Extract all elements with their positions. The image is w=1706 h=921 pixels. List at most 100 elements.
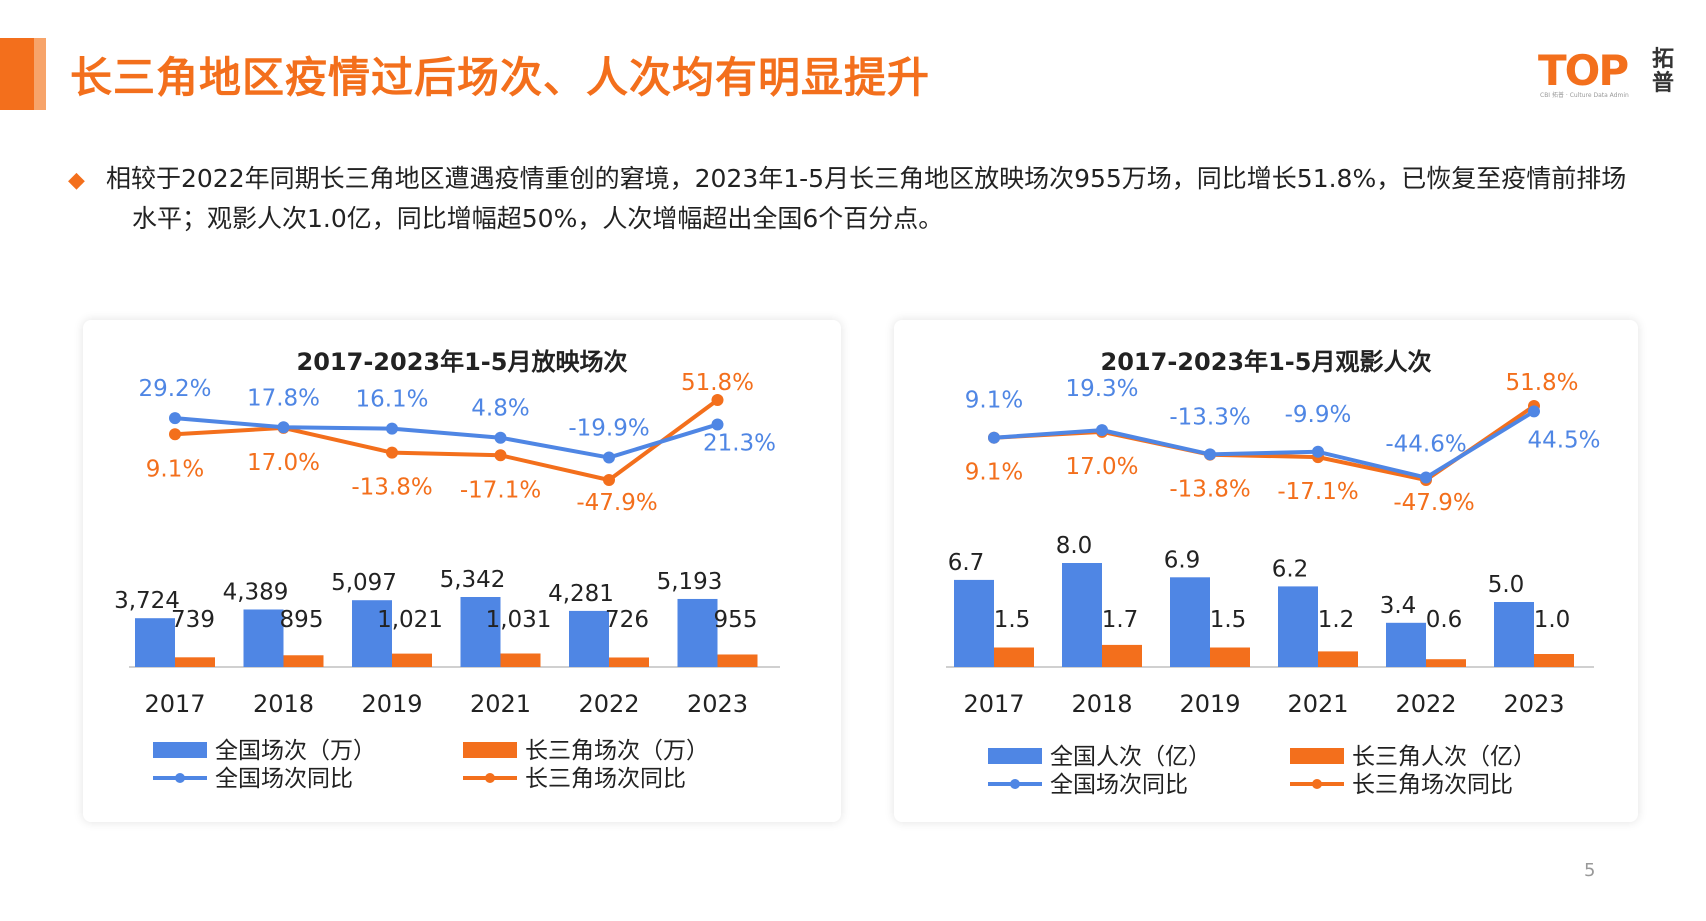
- label-national-yoy-2017: 9.1%: [965, 388, 1023, 414]
- bar-label-yrd-2021: 1.2: [1318, 607, 1355, 633]
- label-yrd-yoy-2018: 17.0%: [247, 450, 320, 476]
- bar-label-yrd-2023: 1.0: [1534, 607, 1571, 633]
- legend-label-1: 长三角人次（亿）: [1352, 744, 1536, 770]
- bar-national-2018: [243, 609, 284, 667]
- label-yrd-yoy-2019: -13.8%: [351, 475, 432, 501]
- bar-label-national-2022: 4,281: [548, 581, 614, 607]
- point-national-yoy-2019: [386, 422, 398, 435]
- legend-label-0: 全国人次（亿）: [1050, 744, 1211, 770]
- bar-national-2017: [135, 618, 175, 667]
- x-tick-label-2019: 2019: [1179, 690, 1240, 718]
- bar-yrd-2018: [1102, 644, 1142, 667]
- bar-label-yrd-2018: 1.7: [1102, 607, 1139, 633]
- point-national-yoy-2021: [1312, 445, 1324, 458]
- bar-label-national-2022: 3.4: [1380, 593, 1417, 619]
- legend-marker-2: [175, 773, 185, 783]
- legend-swatch-0: [153, 742, 207, 758]
- bar-label-national-2019: 5,097: [331, 570, 397, 596]
- legend-label-0: 全国场次（万）: [215, 738, 376, 764]
- bar-label-yrd-2019: 1.5: [1210, 607, 1247, 633]
- x-tick-label-2018: 2018: [253, 690, 314, 718]
- label-national-yoy-2018: 19.3%: [1065, 376, 1138, 402]
- bar-yrd-2019: [392, 653, 432, 667]
- point-national-yoy-2018: [277, 421, 290, 434]
- x-tick-label-2018: 2018: [1071, 690, 1132, 718]
- label-yrd-yoy-2023: 51.8%: [1505, 370, 1578, 396]
- x-tick-label-2017: 2017: [144, 690, 205, 718]
- bar-label-yrd-2023: 955: [714, 607, 758, 633]
- x-tick-label-2017: 2017: [963, 690, 1024, 718]
- bar-label-yrd-2021: 1,031: [486, 607, 552, 633]
- legend-swatch-1: [463, 742, 517, 758]
- point-national-yoy-2017: [169, 412, 181, 425]
- label-national-yoy-2023: 21.3%: [703, 430, 776, 456]
- legend-label-2: 全国场次同比: [215, 766, 353, 792]
- legend-swatch-0: [988, 748, 1042, 764]
- top-logo: TOP 拓普 CBI 拓普 · Culture Data Admin: [1538, 46, 1688, 102]
- bar-label-national-2021: 6.2: [1272, 556, 1309, 582]
- bar-label-yrd-2022: 0.6: [1426, 607, 1463, 633]
- title-accent-bar-light: [34, 38, 46, 110]
- chart-admissions: 2017-2023年1-5月观影人次 6.7 1.5 2017 8.0 1.7 2018 6.…: [946, 348, 1601, 798]
- legend-marker-2: [1010, 779, 1020, 789]
- point-national-yoy-2022: [1420, 471, 1432, 484]
- label-national-yoy-2021: 4.8%: [471, 396, 529, 422]
- point-national-yoy-2022: [603, 451, 615, 464]
- label-yrd-yoy-2021: -17.1%: [460, 477, 541, 503]
- point-yrd-yoy-2019: [386, 446, 398, 459]
- x-tick-label-2019: 2019: [361, 690, 422, 718]
- bar-yrd-2022: [1426, 659, 1466, 667]
- bar-yrd-2023: [1534, 654, 1574, 667]
- label-yrd-yoy-2017: 9.1%: [146, 456, 204, 482]
- bar-national-2021: [1278, 586, 1318, 667]
- x-tick-label-2021: 2021: [1287, 690, 1348, 718]
- x-tick-label-2021: 2021: [470, 690, 531, 718]
- label-national-yoy-2017: 29.2%: [138, 376, 211, 402]
- line-yrd-yoy: [174, 398, 719, 482]
- line-national-yoy: [993, 409, 1536, 480]
- label-national-yoy-2021: -9.9%: [1285, 402, 1352, 428]
- logo-text: TOP: [1538, 46, 1629, 95]
- bar-yrd-2018: [283, 655, 324, 667]
- bar-national-2023: [677, 598, 718, 667]
- legend-marker-3: [1312, 779, 1322, 789]
- summary-paragraph: ◆ 相较于2022年同期长三角地区遭遇疫情重创的窘境，2023年1-5月长三角地区…: [68, 164, 1627, 233]
- point-national-yoy-2023: [1528, 405, 1540, 418]
- bar-national-2017: [954, 579, 994, 667]
- bar-national-2023: [1494, 602, 1534, 667]
- legend-swatch-1: [1290, 748, 1344, 764]
- bar-label-national-2018: 8.0: [1056, 533, 1093, 559]
- bar-national-2019: [352, 600, 392, 667]
- point-national-yoy-2018: [1096, 424, 1108, 437]
- legend-label-1: 长三角场次（万）: [525, 738, 709, 764]
- label-yrd-yoy-2022: -47.9%: [576, 490, 657, 516]
- bar-yrd-2021: [500, 653, 541, 667]
- chart-card-admissions: 2017-2023年1-5月观影人次 6.7 1.5 2017 8.0 1.7 2018 6.…: [894, 320, 1638, 822]
- point-national-yoy-2021: [494, 431, 507, 444]
- bar-yrd-2023: [717, 654, 758, 667]
- legend-label-3: 长三角场次同比: [1352, 772, 1513, 798]
- logo-tagline: CBI 拓普 · Culture Data Admin: [1540, 92, 1629, 99]
- bar-yrd-2017: [175, 657, 215, 667]
- legend-label-2: 全国场次同比: [1050, 772, 1188, 798]
- x-tick-label-2023: 2023: [1503, 690, 1564, 718]
- label-yrd-yoy-2022: -47.9%: [1393, 490, 1474, 516]
- label-national-yoy-2019: 16.1%: [355, 387, 428, 413]
- label-national-yoy-2022: -44.6%: [1385, 432, 1466, 458]
- point-yrd-yoy-2022: [603, 474, 615, 486]
- chart-title: 2017-2023年1-5月观影人次: [1101, 348, 1432, 376]
- label-national-yoy-2023: 44.5%: [1527, 427, 1600, 453]
- bar-label-yrd-2018: 895: [280, 607, 324, 633]
- bar-label-yrd-2017: 1.5: [994, 607, 1031, 633]
- legend-label-3: 长三角场次同比: [525, 766, 686, 792]
- label-yrd-yoy-2021: -17.1%: [1277, 479, 1358, 505]
- bar-label-national-2017: 3,724: [114, 588, 180, 614]
- bar-label-yrd-2022: 726: [605, 607, 649, 633]
- label-yrd-yoy-2017: 9.1%: [965, 460, 1023, 486]
- page-title: 长三角地区疫情过后场次、人次均有明显提升: [70, 53, 931, 102]
- bar-label-national-2023: 5.0: [1488, 572, 1525, 598]
- x-tick-label-2023: 2023: [687, 690, 748, 718]
- label-national-yoy-2019: -13.3%: [1169, 404, 1250, 430]
- x-tick-label-2022: 2022: [1395, 690, 1456, 718]
